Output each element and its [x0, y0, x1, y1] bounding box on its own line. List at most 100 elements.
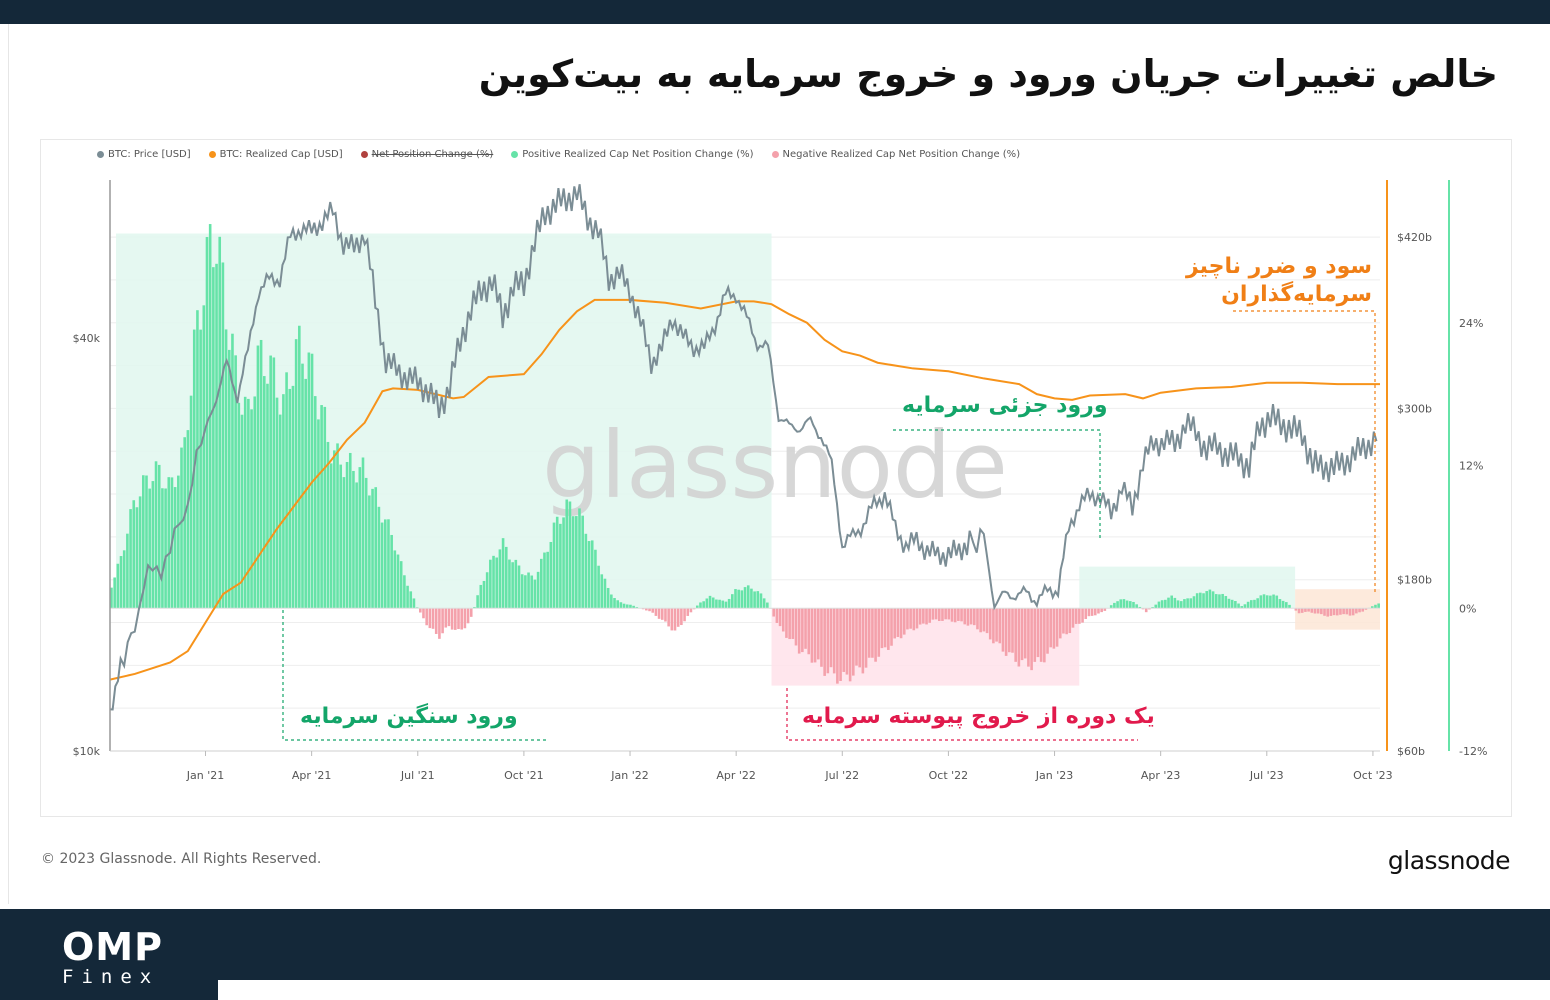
positive-bar: [1122, 599, 1126, 609]
positive-bar: [364, 477, 368, 609]
negative-bar: [855, 608, 858, 666]
negative-bar: [457, 608, 460, 630]
realized-cap-line: [109, 298, 1380, 681]
negative-bar: [867, 608, 871, 658]
positive-bar: [527, 572, 530, 609]
positive-bar: [571, 516, 575, 609]
legend-item-negative[interactable]: Negative Realized Cap Net Position Chang…: [771, 149, 1020, 160]
negative-bar: [979, 608, 982, 633]
positive-bar: [301, 363, 304, 609]
positive-bar: [610, 594, 613, 609]
positive-bar: [485, 572, 489, 609]
x-tick-label: Apr '22: [716, 769, 756, 782]
legend-dot-price: [97, 151, 104, 158]
negative-bar: [1039, 608, 1043, 662]
negative-bar: [880, 608, 884, 649]
positive-bar: [336, 443, 339, 609]
negative-bar: [810, 608, 814, 663]
price-line: [109, 184, 1378, 711]
positive-bar: [345, 461, 349, 609]
negative-bar: [950, 608, 954, 622]
negative-bar: [1008, 608, 1011, 653]
positive-bar: [616, 600, 619, 609]
negative-bar: [906, 608, 909, 630]
negative-bar: [1144, 608, 1148, 613]
negative-bar: [1310, 608, 1314, 613]
x-tick-label: Oct '22: [929, 769, 969, 782]
positive-bar: [403, 575, 406, 609]
positive-bar: [167, 477, 171, 609]
negative-bar: [976, 608, 979, 630]
negative-bar: [804, 608, 807, 649]
legend-item-price[interactable]: BTC: Price [USD]: [97, 149, 191, 160]
negative-bar: [848, 608, 852, 682]
positive-bar: [1230, 599, 1234, 609]
positive-bar: [1265, 595, 1269, 609]
negative-bar: [1093, 608, 1097, 616]
negative-bar: [1058, 608, 1062, 639]
positive-bar: [294, 339, 298, 609]
negative-bar: [947, 608, 951, 620]
legend-item-positive[interactable]: Positive Realized Cap Net Position Chang…: [511, 149, 754, 160]
negative-bar: [1046, 608, 1049, 654]
positive-bar: [259, 339, 263, 609]
positive-bar: [157, 464, 161, 609]
negative-bar: [985, 608, 989, 634]
positive-bar: [1253, 599, 1256, 609]
positive-bar: [594, 549, 597, 609]
negative-bar: [1023, 608, 1027, 659]
positive-bar: [1285, 602, 1288, 609]
positive-bar: [237, 402, 241, 609]
negative-bar: [645, 608, 648, 611]
legend-label-price: BTC: Price [USD]: [108, 149, 191, 160]
positive-bar: [1234, 600, 1237, 609]
negative-bar: [450, 608, 454, 630]
positive-bar: [183, 437, 186, 609]
negative-bar: [1052, 608, 1056, 649]
positive-bar: [584, 533, 588, 609]
legend-item-net-position[interactable]: Net Position Change (%): [360, 149, 493, 160]
positive-bar: [711, 597, 715, 609]
legend-dot-realized-cap: [208, 151, 216, 158]
positive-bar: [632, 605, 635, 609]
negative-bar: [1065, 608, 1068, 635]
positive-bar: [1128, 601, 1132, 609]
legend-item-realized-cap[interactable]: BTC: Realized Cap [USD]: [208, 149, 343, 160]
negative-bar: [463, 608, 467, 629]
positive-bar: [498, 549, 502, 609]
positive-bar: [1262, 594, 1266, 609]
positive-bar: [565, 499, 569, 609]
negative-bar: [1033, 608, 1037, 662]
positive-bar: [269, 355, 272, 609]
positive-bar: [575, 516, 578, 609]
leader-partial-inflow: [893, 429, 1101, 540]
positive-bar: [629, 604, 632, 609]
positive-bar: [326, 441, 330, 609]
positive-bar: [619, 602, 623, 609]
positive-bar: [199, 329, 202, 609]
positive-bar: [304, 378, 307, 609]
positive-bar: [202, 305, 206, 609]
positive-bar: [1246, 601, 1250, 609]
negative-bar: [1055, 608, 1059, 647]
negative-bar: [912, 608, 916, 631]
positive-bar: [1189, 598, 1193, 609]
negative-bar: [931, 608, 935, 620]
negative-bar: [466, 608, 470, 624]
positive-bar: [161, 488, 164, 609]
positive-bar: [1195, 593, 1199, 609]
positive-bar: [1116, 601, 1119, 609]
negative-bar: [925, 608, 928, 625]
positive-bar: [243, 396, 247, 609]
negative-bar: [893, 608, 896, 639]
cap-tick-label: $60b: [1397, 745, 1425, 758]
negative-bar: [788, 608, 791, 640]
positive-bar: [524, 575, 527, 609]
positive-bar: [501, 538, 505, 609]
negative-bar: [1071, 608, 1075, 628]
negative-bar: [657, 608, 661, 619]
positive-bar: [740, 590, 744, 609]
negative-bar: [864, 608, 868, 668]
positive-bar: [1138, 606, 1142, 609]
